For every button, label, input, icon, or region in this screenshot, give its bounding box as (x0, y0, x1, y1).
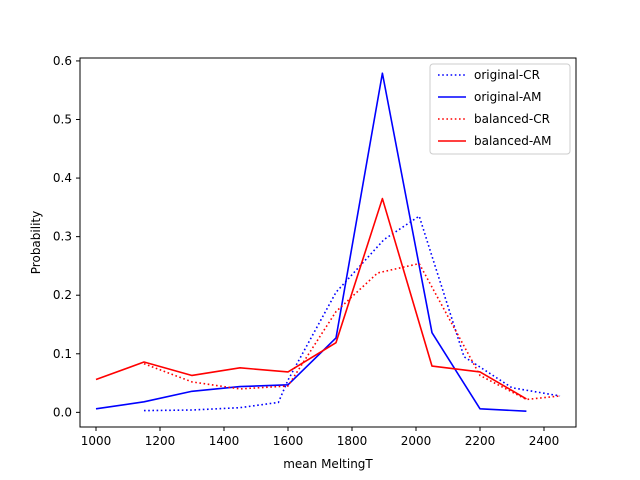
y-tick-label: 0.1 (53, 347, 72, 361)
x-axis: 1000 1200 1400 1600 1800 2000 2200 2400 (81, 427, 560, 448)
plot-frame (79, 57, 577, 428)
y-tick-label: 0.5 (53, 113, 72, 127)
x-tick-label: 1600 (273, 434, 304, 448)
legend-label: balanced-CR (474, 112, 550, 126)
y-tick-label: 0.4 (53, 171, 72, 185)
series-line-original-AM (95, 72, 527, 412)
legend-label: original-CR (474, 68, 540, 82)
y-tick-label: 0.3 (53, 230, 72, 244)
x-tick-label: 2400 (529, 434, 560, 448)
y-tick-label: 0.6 (53, 54, 72, 68)
x-tick-label: 1800 (337, 434, 368, 448)
legend: original-CR original-AM balanced-CR balance… (429, 63, 571, 155)
series-line-original-CR (143, 215, 561, 412)
series-layer (95, 72, 561, 412)
legend-label: original-AM (474, 90, 541, 104)
x-axis-label: mean MeltingT (283, 457, 373, 471)
series-line-balanced-CR (143, 262, 561, 401)
legend-label: balanced-AM (474, 134, 552, 148)
x-tick-label: 1400 (209, 434, 240, 448)
y-tick-label: 0.2 (53, 288, 72, 302)
x-tick-label: 1000 (81, 434, 112, 448)
y-axis: 0.0 0.1 0.2 0.3 0.4 0.5 0.6 (53, 54, 80, 419)
legend-box (429, 63, 571, 155)
series-line-balanced-AM (95, 197, 527, 400)
x-tick-label: 2200 (465, 434, 496, 448)
x-tick-label: 2000 (401, 434, 432, 448)
x-tick-label: 1200 (145, 434, 176, 448)
y-tick-label: 0.0 (53, 405, 72, 419)
y-axis-label: Probability (29, 211, 43, 274)
